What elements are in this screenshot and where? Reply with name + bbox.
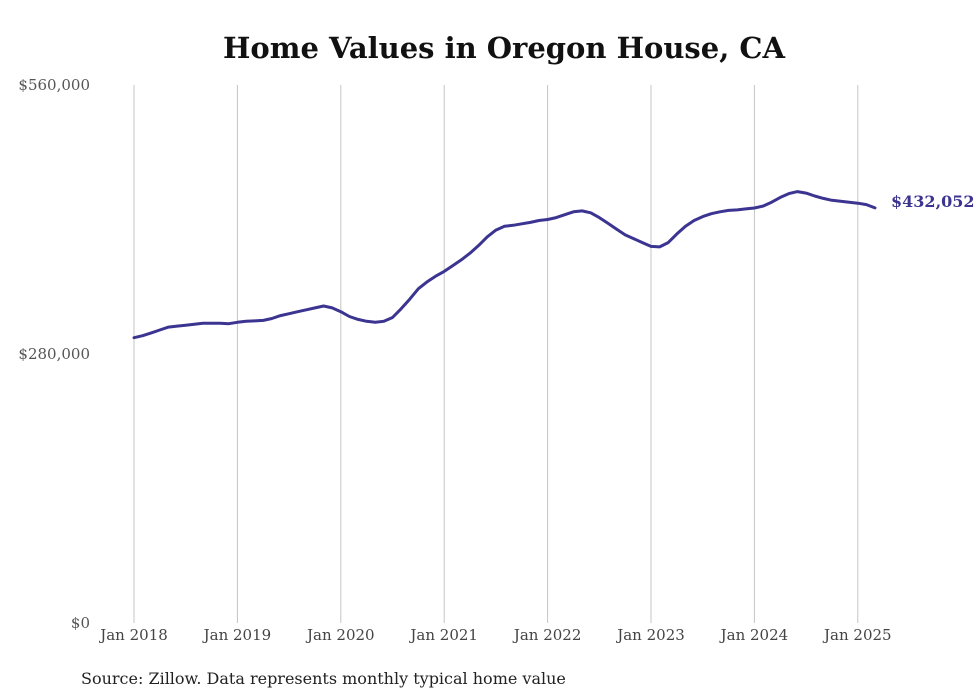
x-tick-label: Jan 2024 — [719, 626, 789, 644]
x-tick-label: Jan 2025 — [822, 626, 892, 644]
y-tick-label: $280,000 — [18, 345, 90, 363]
y-tick-label: $0 — [71, 614, 90, 632]
x-tick-label: Jan 2023 — [615, 626, 685, 644]
x-tick-label: Jan 2018 — [98, 626, 168, 644]
series-layer: $432,052 — [132, 190, 975, 340]
x-tick-label: Jan 2020 — [305, 626, 375, 644]
source-note: Source: Zillow. Data represents monthly … — [81, 669, 566, 688]
x-axis-ticks: Jan 2018 Jan 2019 Jan 2020 Jan 2021 Jan 2022… — [98, 626, 891, 644]
x-tick-label: Jan 2019 — [202, 626, 272, 644]
gridlines — [133, 85, 859, 623]
end-value-label: $432,052 — [891, 192, 975, 211]
x-tick-label: Jan 2021 — [408, 626, 478, 644]
y-axis-ticks: $0 $280,000 $560,000 — [18, 76, 90, 632]
chart-title: Home Values in Oregon House, CA — [223, 31, 785, 65]
y-tick-label: $560,000 — [18, 76, 90, 94]
x-tick-label: Jan 2022 — [512, 626, 582, 644]
series-line — [132, 190, 877, 340]
